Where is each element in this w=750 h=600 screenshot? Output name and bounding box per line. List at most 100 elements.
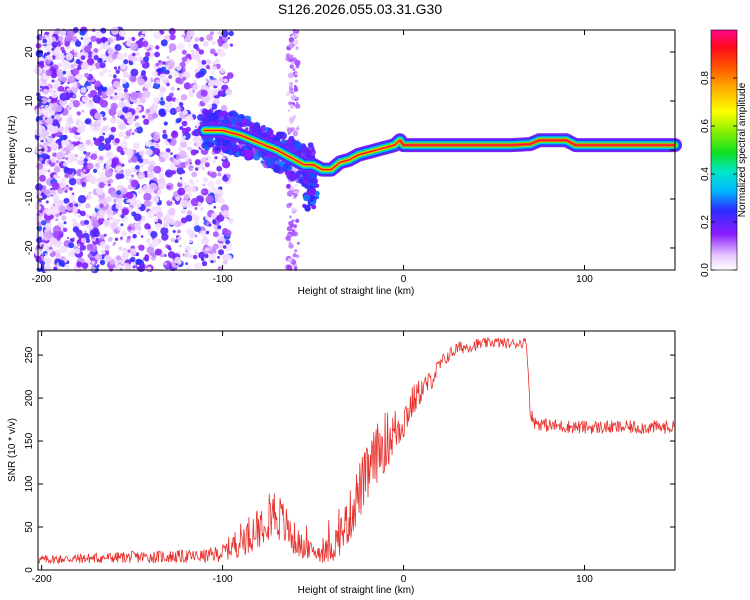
- noise-blob: [125, 148, 134, 157]
- noise-blob: [153, 31, 162, 40]
- noise-blob: [86, 162, 94, 170]
- noise-blob: [187, 146, 193, 151]
- noise-blob: [150, 133, 154, 137]
- noise-blob: [293, 224, 298, 228]
- noise-blob: [194, 159, 201, 166]
- noise-blob: [292, 68, 296, 71]
- noise-blob: [116, 52, 125, 61]
- noise-blob: [226, 254, 232, 261]
- y-tick-label: 200: [24, 389, 35, 406]
- noise-blob: [115, 69, 120, 74]
- noise-blob: [180, 222, 185, 227]
- noise-blob: [63, 166, 69, 172]
- ridge-band: [399, 139, 675, 146]
- noise-blob: [84, 33, 89, 37]
- noise-blob: [216, 165, 223, 172]
- noise-blob: [192, 50, 197, 55]
- noise-blob: [81, 262, 89, 269]
- noise-blob: [64, 189, 68, 193]
- noise-blob: [172, 230, 176, 233]
- noise-blob: [169, 163, 174, 168]
- noise-blob: [48, 66, 51, 69]
- noise-blob: [181, 170, 186, 174]
- noise-blob: [100, 175, 106, 181]
- noise-blob: [151, 70, 158, 77]
- noise-blob: [68, 117, 72, 121]
- noise-blob: [227, 72, 234, 79]
- noise-blob: [138, 149, 145, 156]
- noise-blob: [296, 241, 300, 245]
- x-tick-label: 0: [401, 274, 407, 285]
- noise-blob: [76, 261, 83, 268]
- noise-blob: [214, 79, 222, 87]
- noise-blob: [120, 258, 126, 265]
- noise-blob: [64, 140, 70, 146]
- noise-blob: [106, 151, 113, 158]
- noise-blob: [175, 118, 181, 124]
- noise-blob: [146, 246, 155, 254]
- ridge-blob: [208, 112, 217, 122]
- noise-blob: [132, 142, 140, 150]
- noise-blob: [78, 126, 86, 133]
- noise-blob: [131, 174, 135, 178]
- ridge-blob: [303, 194, 310, 202]
- noise-blob: [107, 37, 114, 44]
- noise-blob: [123, 59, 129, 65]
- ridge-blob: [311, 204, 317, 210]
- noise-blob: [134, 128, 138, 133]
- noise-blob: [153, 205, 161, 213]
- noise-blob: [128, 99, 132, 103]
- noise-blob: [105, 195, 113, 203]
- spectrogram-y-label: Frequency (Hz): [7, 116, 18, 185]
- noise-blob: [71, 200, 76, 205]
- noise-blob: [194, 225, 201, 233]
- noise-blob: [219, 36, 222, 39]
- noise-blob: [189, 192, 192, 196]
- noise-blob: [218, 249, 224, 256]
- noise-blob: [74, 248, 81, 255]
- noise-blob: [210, 253, 217, 260]
- noise-blob: [157, 190, 161, 194]
- noise-blob: [210, 76, 214, 80]
- noise-blob: [296, 101, 299, 104]
- noise-blob: [74, 40, 82, 47]
- snr-series-line: [38, 337, 675, 565]
- noise-blob: [72, 94, 76, 98]
- colorbar-tick-label: 0.0: [700, 263, 711, 277]
- noise-blob: [64, 163, 68, 167]
- noise-blob: [60, 256, 66, 261]
- noise-blob: [289, 119, 294, 124]
- noise-blob: [57, 62, 62, 68]
- noise-blob: [150, 231, 158, 239]
- noise-blob: [209, 171, 215, 178]
- noise-blob: [214, 58, 220, 64]
- noise-blob: [121, 163, 125, 167]
- noise-blob: [87, 253, 93, 259]
- noise-blob: [87, 93, 91, 97]
- noise-blob: [288, 85, 293, 91]
- noise-blob: [86, 57, 95, 66]
- y-tick-label: -20: [24, 240, 35, 255]
- noise-blob: [46, 117, 54, 125]
- noise-blob: [110, 26, 120, 35]
- noise-blob: [118, 246, 123, 251]
- noise-blob: [83, 45, 91, 53]
- y-tick-label: 100: [24, 475, 35, 492]
- noise-blob: [135, 52, 140, 56]
- noise-blob: [107, 48, 115, 56]
- noise-blob: [49, 128, 55, 135]
- y-tick-label: 10: [24, 95, 35, 107]
- noise-blob: [40, 85, 43, 89]
- noise-blob: [38, 137, 43, 141]
- noise-blob: [124, 263, 132, 271]
- noise-blob: [175, 106, 182, 113]
- noise-blob: [169, 157, 174, 162]
- noise-blob: [170, 237, 175, 243]
- y-tick-label: 50: [24, 521, 35, 533]
- noise-blob: [155, 62, 160, 67]
- noise-blob: [40, 36, 43, 40]
- noise-blob: [36, 237, 43, 244]
- noise-blob: [157, 178, 166, 187]
- noise-blob: [98, 182, 105, 189]
- noise-blob: [99, 47, 103, 51]
